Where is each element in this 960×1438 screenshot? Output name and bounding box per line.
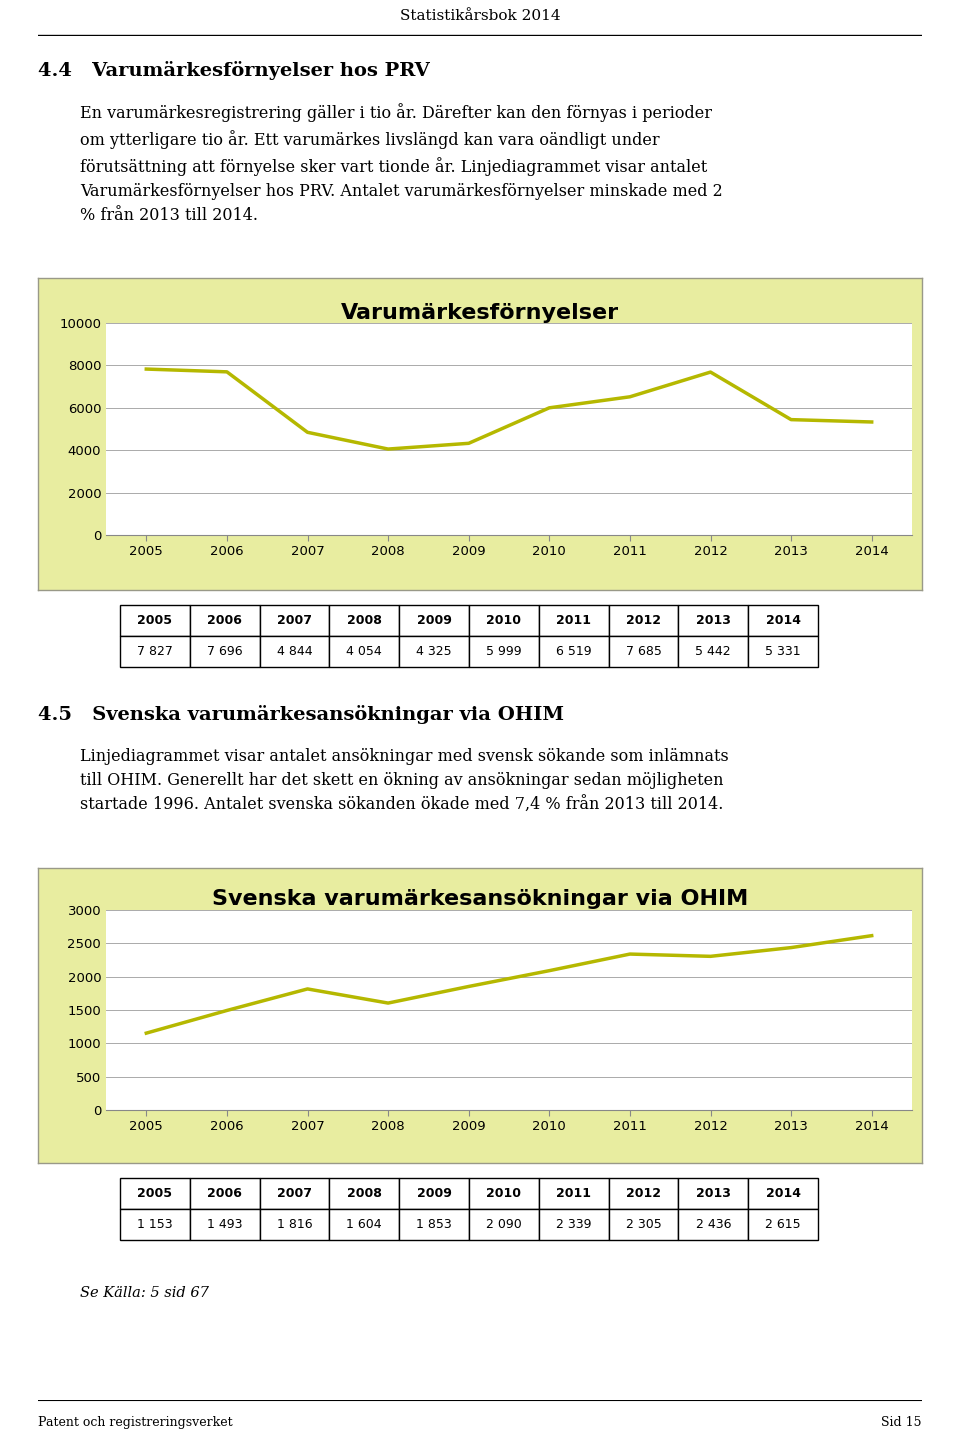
Text: Statistikårsbok 2014: Statistikårsbok 2014 (399, 10, 561, 23)
Text: 4.5   Svenska varumärkesansökningar via OHIM: 4.5 Svenska varumärkesansökningar via OH… (38, 705, 564, 723)
Bar (259, 1178, 329, 1209)
Bar (399, 1178, 469, 1209)
Bar (120, 1209, 190, 1240)
Text: 1 493: 1 493 (207, 1218, 243, 1231)
Text: Sid 15: Sid 15 (881, 1416, 922, 1429)
Bar (259, 636, 329, 667)
Bar (539, 605, 609, 636)
Text: 6 519: 6 519 (556, 646, 591, 659)
Text: 2006: 2006 (207, 1186, 242, 1199)
Bar (399, 636, 469, 667)
Bar (748, 605, 818, 636)
Text: 2009: 2009 (417, 614, 451, 627)
Text: 4 844: 4 844 (276, 646, 312, 659)
Text: 2 615: 2 615 (765, 1218, 801, 1231)
Bar (399, 1209, 469, 1240)
Bar (469, 1178, 539, 1209)
Bar (329, 1209, 399, 1240)
Bar (679, 1209, 748, 1240)
Text: 2012: 2012 (626, 614, 661, 627)
Text: 2014: 2014 (766, 1186, 801, 1199)
Bar (469, 636, 539, 667)
Text: 2011: 2011 (556, 614, 591, 627)
Text: 7 696: 7 696 (207, 646, 243, 659)
Bar (609, 1209, 679, 1240)
Text: 5 331: 5 331 (765, 646, 801, 659)
Text: Se Källa: 5 sid 67: Se Källa: 5 sid 67 (80, 1286, 209, 1300)
Bar (120, 605, 190, 636)
Bar (469, 605, 539, 636)
Text: 7 827: 7 827 (137, 646, 173, 659)
Bar (609, 1178, 679, 1209)
Bar (190, 1178, 259, 1209)
Bar (399, 605, 469, 636)
Text: 2005: 2005 (137, 614, 173, 627)
Bar (190, 605, 259, 636)
Text: 5 999: 5 999 (486, 646, 521, 659)
Bar (748, 1178, 818, 1209)
Bar (539, 1178, 609, 1209)
Bar (259, 1209, 329, 1240)
Text: 2013: 2013 (696, 614, 731, 627)
Text: 1 816: 1 816 (276, 1218, 312, 1231)
Text: 5 442: 5 442 (695, 646, 732, 659)
Text: 4.4   Varumärkesförnyelser hos PRV: 4.4 Varumärkesförnyelser hos PRV (38, 62, 430, 81)
Text: 4 054: 4 054 (347, 646, 382, 659)
Bar (679, 1178, 748, 1209)
Text: 2011: 2011 (556, 1186, 591, 1199)
Text: 2006: 2006 (207, 614, 242, 627)
Text: Svenska varumärkesansökningar via OHIM: Svenska varumärkesansökningar via OHIM (212, 889, 748, 909)
Bar (120, 1178, 190, 1209)
Bar (539, 1209, 609, 1240)
Text: 2 090: 2 090 (486, 1218, 522, 1231)
Text: 1 153: 1 153 (137, 1218, 173, 1231)
Text: 2010: 2010 (487, 614, 521, 627)
Text: Linjediagrammet visar antalet ansökningar med svensk sökande som inlämnats
till : Linjediagrammet visar antalet ansökninga… (80, 748, 729, 814)
Text: 2008: 2008 (347, 614, 382, 627)
Text: 2014: 2014 (766, 614, 801, 627)
Text: 2010: 2010 (487, 1186, 521, 1199)
Text: 2005: 2005 (137, 1186, 173, 1199)
Bar (329, 1178, 399, 1209)
Text: 2007: 2007 (277, 1186, 312, 1199)
Text: 2008: 2008 (347, 1186, 382, 1199)
Bar (609, 636, 679, 667)
Text: 2 436: 2 436 (696, 1218, 732, 1231)
Text: Patent och registreringsverket: Patent och registreringsverket (38, 1416, 232, 1429)
Text: 2007: 2007 (277, 614, 312, 627)
Bar (329, 605, 399, 636)
Text: 2009: 2009 (417, 1186, 451, 1199)
Text: 7 685: 7 685 (626, 646, 661, 659)
Bar (469, 1209, 539, 1240)
Bar (190, 636, 259, 667)
Bar (539, 636, 609, 667)
Bar (748, 1209, 818, 1240)
Text: 1 604: 1 604 (347, 1218, 382, 1231)
Text: 2 339: 2 339 (556, 1218, 591, 1231)
Text: 2012: 2012 (626, 1186, 661, 1199)
Text: 2013: 2013 (696, 1186, 731, 1199)
Bar (679, 636, 748, 667)
Text: 2 305: 2 305 (626, 1218, 661, 1231)
Bar (120, 636, 190, 667)
Bar (748, 636, 818, 667)
Text: Varumärkesförnyelser: Varumärkesförnyelser (341, 303, 619, 324)
Bar (259, 605, 329, 636)
Bar (609, 605, 679, 636)
Text: 4 325: 4 325 (417, 646, 452, 659)
Text: 1 853: 1 853 (417, 1218, 452, 1231)
Bar (679, 605, 748, 636)
Text: En varumärkesregistrering gäller i tio år. Därefter kan den förnyas i perioder
o: En varumärkesregistrering gäller i tio å… (80, 104, 723, 224)
Bar (329, 636, 399, 667)
Bar (190, 1209, 259, 1240)
